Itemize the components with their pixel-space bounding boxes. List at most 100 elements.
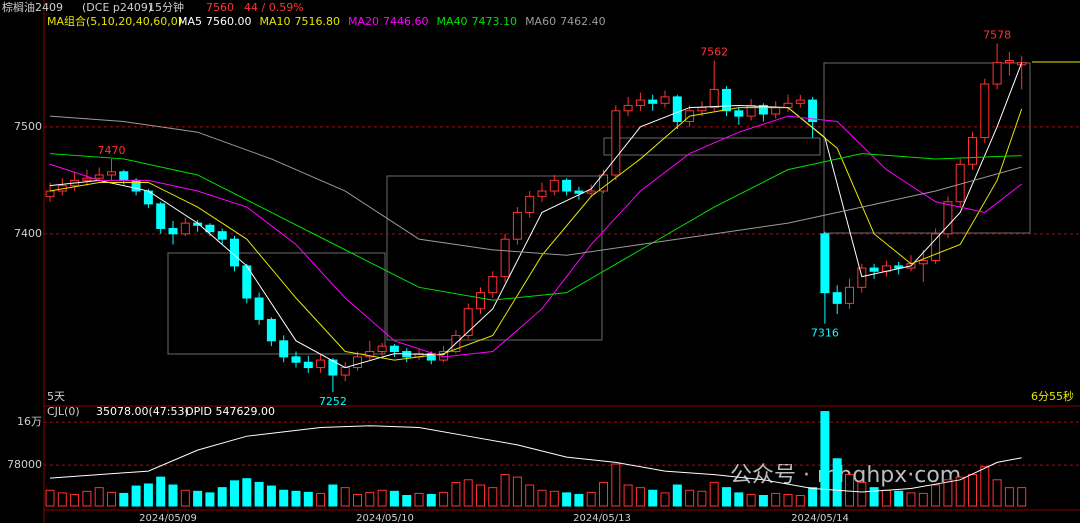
- volume-bar: [389, 490, 399, 507]
- x-tick-label: 2024/05/13: [573, 513, 631, 523]
- volume-bar: [82, 490, 92, 507]
- volume-bar: [439, 491, 449, 507]
- extreme-label: 7252: [319, 395, 347, 408]
- range-box: [386, 175, 603, 341]
- candle-body: [205, 224, 215, 233]
- range-box: [823, 62, 1031, 234]
- candle-body: [82, 177, 92, 181]
- legend-value: 7516.80: [295, 15, 341, 28]
- candle-body: [303, 361, 313, 369]
- candle-body: [217, 231, 227, 240]
- volume-bar: [648, 489, 658, 507]
- candle-body: [869, 267, 879, 272]
- volume-bar: [832, 458, 842, 507]
- volume-bar: [771, 492, 781, 507]
- volume-bar: [746, 493, 756, 507]
- volume-bar: [672, 484, 682, 507]
- y-tick-label: 78000: [7, 458, 42, 471]
- volume-bar: [254, 481, 264, 507]
- range-box: [603, 137, 821, 156]
- ma-line: [49, 115, 1023, 358]
- volume-bar: [1017, 487, 1027, 507]
- range-box: [167, 252, 386, 355]
- volume-bar: [808, 487, 818, 507]
- candle-body: [734, 110, 744, 117]
- volume-bar: [180, 489, 190, 507]
- volume-bar: [217, 487, 227, 507]
- volume-bar: [857, 481, 867, 507]
- candle-body: [426, 353, 436, 361]
- candle-body: [832, 292, 842, 304]
- candle-body: [660, 96, 670, 104]
- legend-name: MA5: [178, 15, 202, 28]
- candle-body: [918, 260, 928, 265]
- ma-title: MA组合(5,10,20,40,60,0): [47, 14, 182, 28]
- volume-bar: [758, 495, 768, 507]
- legend-name: MA40: [437, 15, 468, 28]
- candle-body: [328, 359, 338, 376]
- volume-bar: [303, 491, 313, 507]
- candle-body: [980, 83, 990, 139]
- candle-body: [107, 171, 116, 176]
- candle-body: [722, 88, 731, 112]
- legend-value: 7560.00: [206, 15, 252, 28]
- volume-bar: [722, 487, 731, 507]
- volume-bar: [549, 490, 559, 507]
- volume-bar: [316, 492, 326, 507]
- candle-body: [746, 104, 756, 117]
- candle-body: [500, 238, 510, 278]
- volume-bar: [463, 479, 473, 507]
- volume-bar: [488, 487, 498, 507]
- volume-bar: [377, 489, 387, 507]
- volume-bar: [365, 491, 375, 507]
- last-price: 7560: [206, 1, 234, 14]
- volume-bar: [783, 493, 793, 507]
- candle-body: [389, 345, 399, 353]
- volume-bar: [476, 484, 485, 507]
- volume-bar: [402, 495, 412, 507]
- extreme-label: 7578: [983, 28, 1011, 41]
- volume-bar: [131, 485, 141, 507]
- volume-bar: [931, 484, 941, 507]
- candle-body: [476, 292, 485, 310]
- volume-bar: [242, 478, 252, 507]
- candle-body: [488, 276, 498, 294]
- volume-bar: [143, 483, 153, 507]
- volume-bar: [943, 479, 953, 507]
- volume-bar: [918, 492, 928, 507]
- volume-bar: [119, 492, 129, 507]
- candle-body: [168, 227, 178, 235]
- volume-bar: [340, 487, 350, 507]
- volume-bar: [107, 491, 116, 507]
- candle-body: [697, 107, 707, 112]
- volume-bar: [685, 489, 695, 507]
- candle-body: [230, 238, 239, 267]
- volume-bar: [894, 490, 904, 507]
- volume-bar: [599, 481, 608, 507]
- candle-body: [783, 102, 793, 109]
- candle-body: [266, 318, 276, 342]
- candle-body: [365, 351, 375, 358]
- candle-body: [599, 174, 608, 192]
- candle-body: [537, 190, 547, 197]
- volume-bar: [168, 484, 178, 507]
- volume-bar: [537, 489, 547, 507]
- period: 15分钟: [148, 0, 184, 14]
- volume-bar: [635, 487, 645, 507]
- volume-bar: [193, 490, 203, 507]
- volume-bar: [709, 481, 719, 507]
- corner-label: 5天: [47, 390, 65, 403]
- candle-body: [340, 367, 350, 376]
- candle-body: [512, 211, 522, 240]
- candle-body: [672, 96, 682, 122]
- candle-body: [291, 356, 301, 363]
- candle-body: [156, 203, 166, 229]
- volume-title: CJL(0): [47, 405, 80, 418]
- candle-body: [279, 340, 289, 358]
- volume-bar: [57, 492, 67, 507]
- legend-value: 7473.10: [472, 15, 518, 28]
- candle-body: [635, 99, 645, 106]
- ma-line: [49, 107, 1023, 361]
- volume-bar: [512, 476, 522, 507]
